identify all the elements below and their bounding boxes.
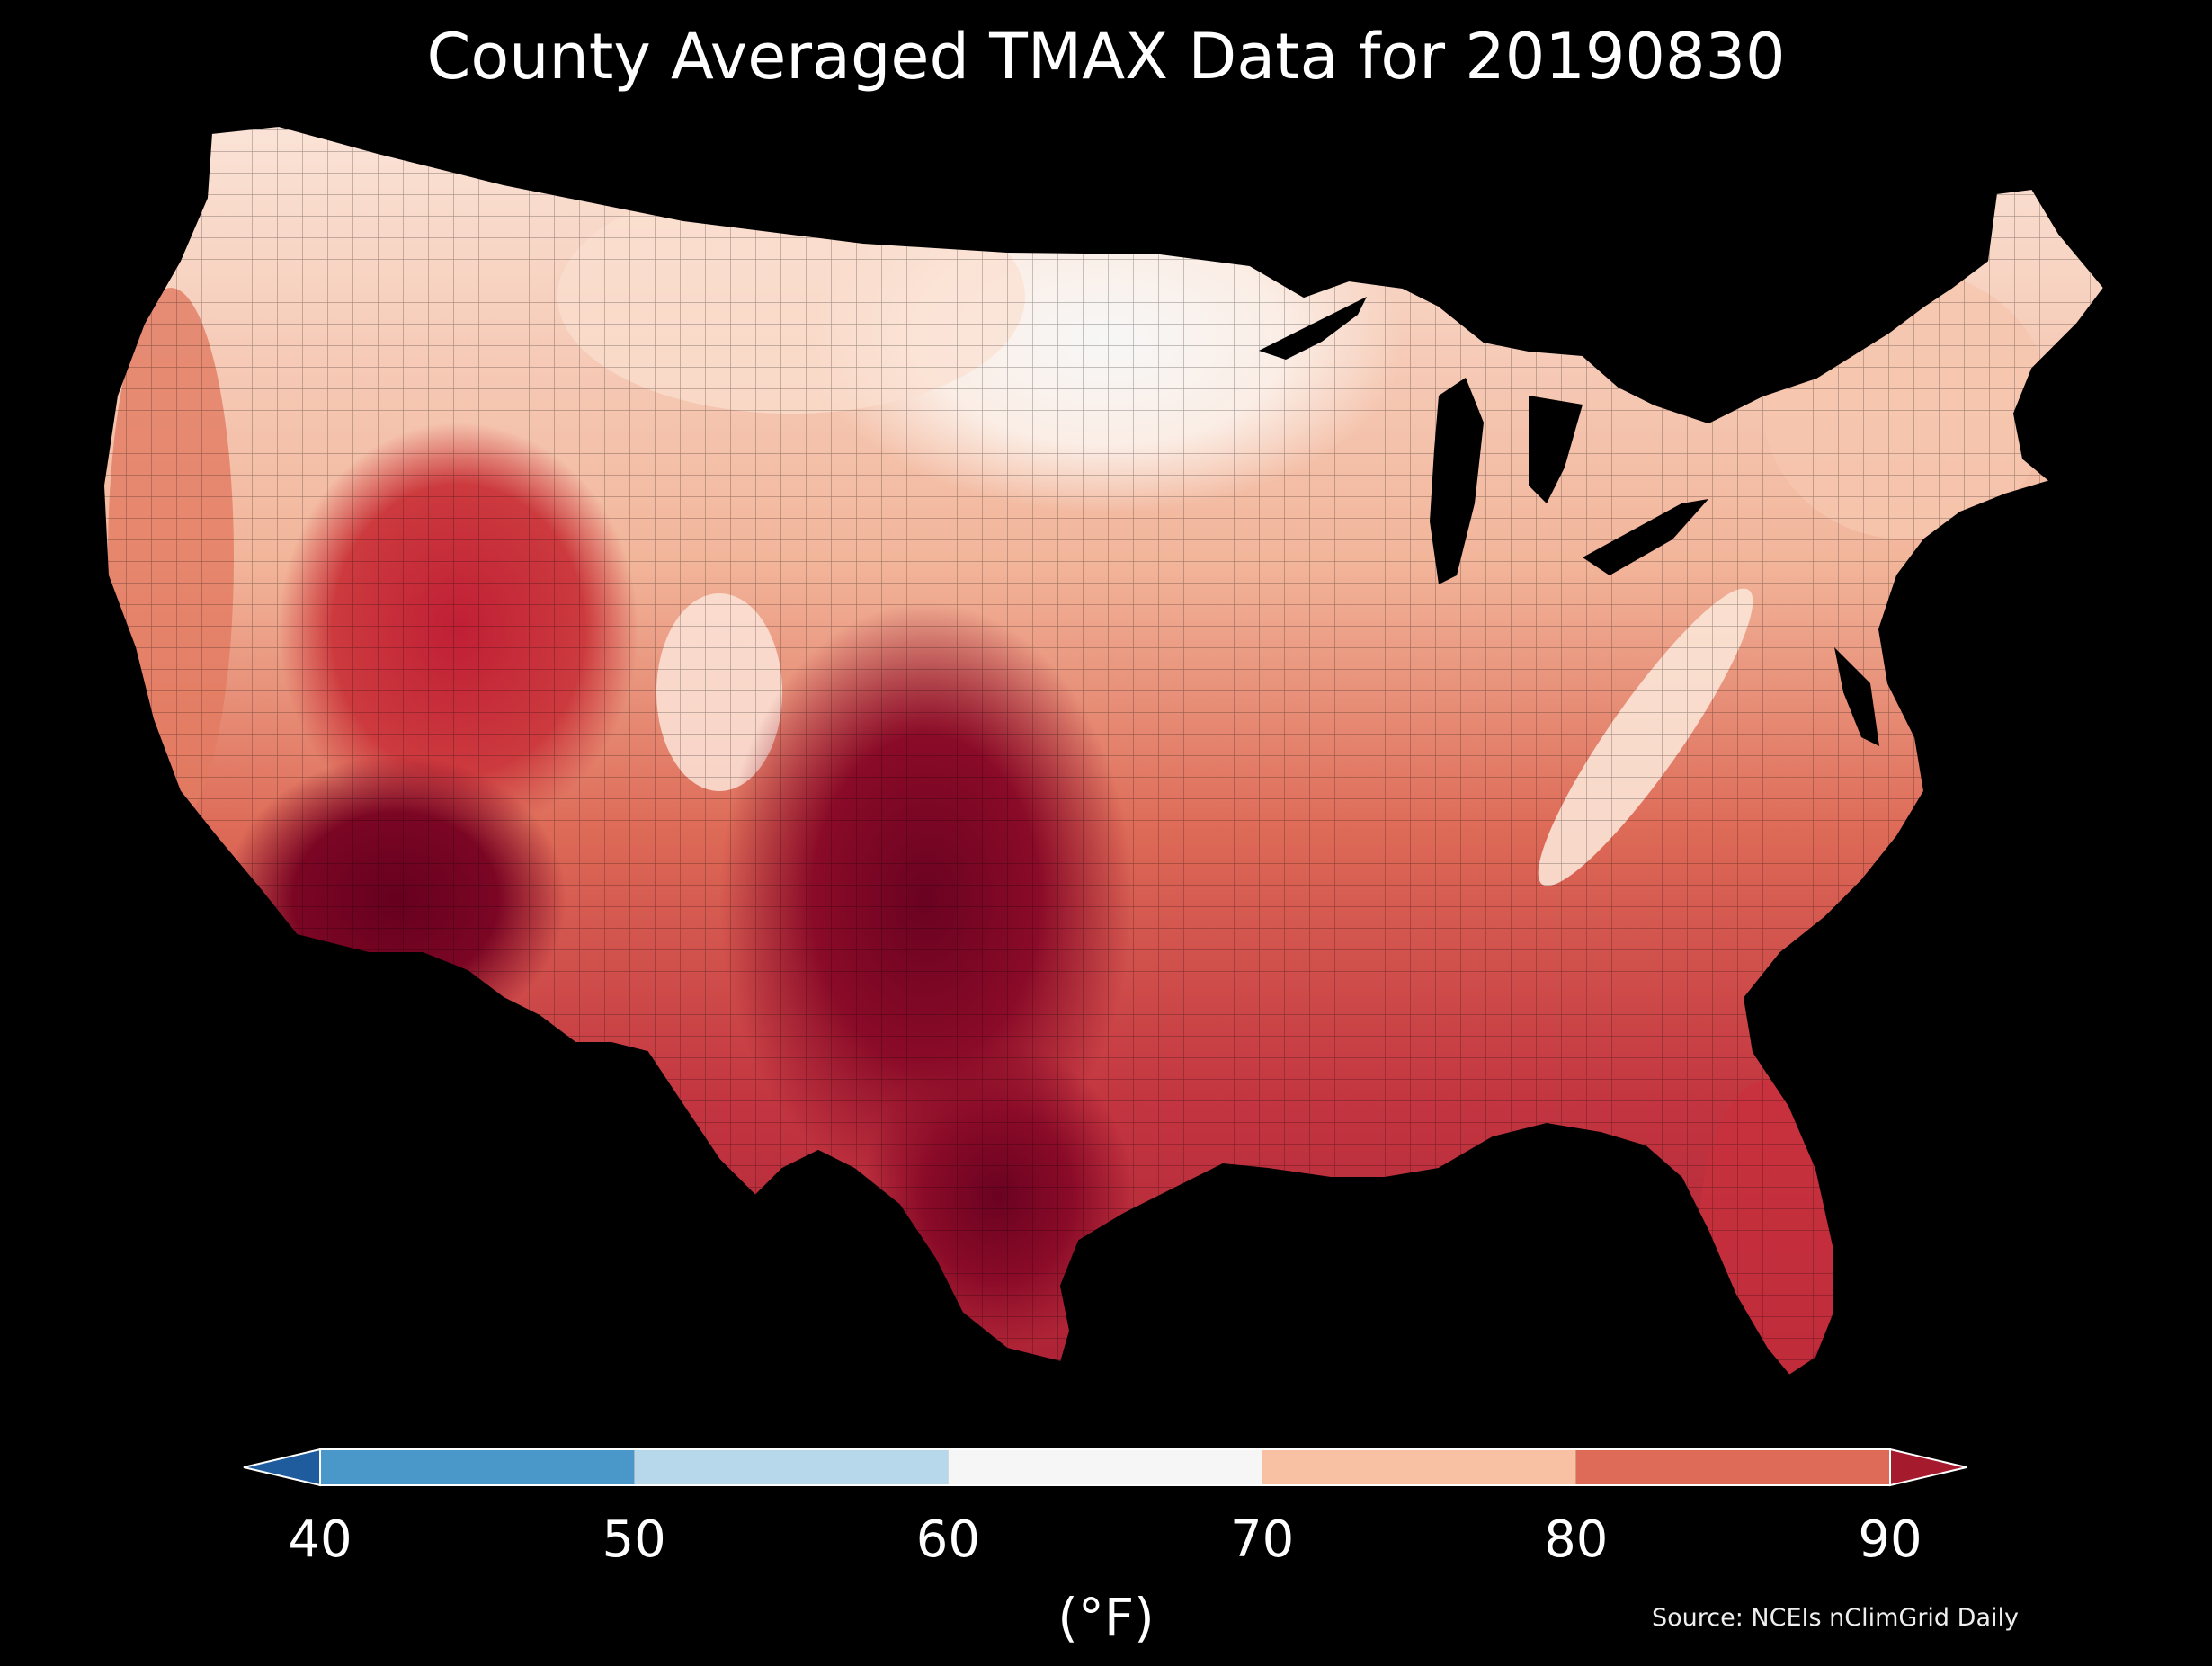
great-lakes bbox=[1259, 297, 1879, 746]
us-county-choropleth-map bbox=[103, 125, 2105, 1376]
lake-huron bbox=[1529, 396, 1583, 503]
colorbar-unit-label: (°F) bbox=[1057, 1587, 1155, 1648]
source-credit: Source: NCEIs nClimGrid Daily bbox=[1652, 1604, 2019, 1632]
colorbar-bin-80-90 bbox=[1575, 1449, 1890, 1485]
colorbar-tick-label: 90 bbox=[1858, 1510, 1922, 1569]
lake-michigan bbox=[1430, 378, 1484, 584]
colorbar-bin-low-extend bbox=[243, 1448, 321, 1487]
colorbar-bin-70-80 bbox=[1262, 1449, 1576, 1485]
colorbar-bin-60-70 bbox=[948, 1449, 1262, 1485]
colorbar-bin-50-60 bbox=[634, 1449, 949, 1485]
colorbar-bin-high-extend bbox=[1889, 1448, 1967, 1487]
colorbar-tick-label: 50 bbox=[602, 1510, 666, 1569]
colorbar-tick-label: 70 bbox=[1229, 1510, 1295, 1569]
colorbar-tick-label: 60 bbox=[915, 1510, 981, 1569]
colorbar-tick-label: 40 bbox=[288, 1510, 352, 1569]
lake-superior bbox=[1259, 297, 1367, 360]
chesapeake-bay bbox=[1834, 647, 1879, 746]
colorbar-tick-label: 80 bbox=[1544, 1510, 1609, 1569]
colorbar-bin-40-50 bbox=[320, 1449, 635, 1485]
lake-erie bbox=[1583, 499, 1708, 575]
map-title: County Averaged TMAX Data for 20190830 bbox=[426, 20, 1786, 94]
